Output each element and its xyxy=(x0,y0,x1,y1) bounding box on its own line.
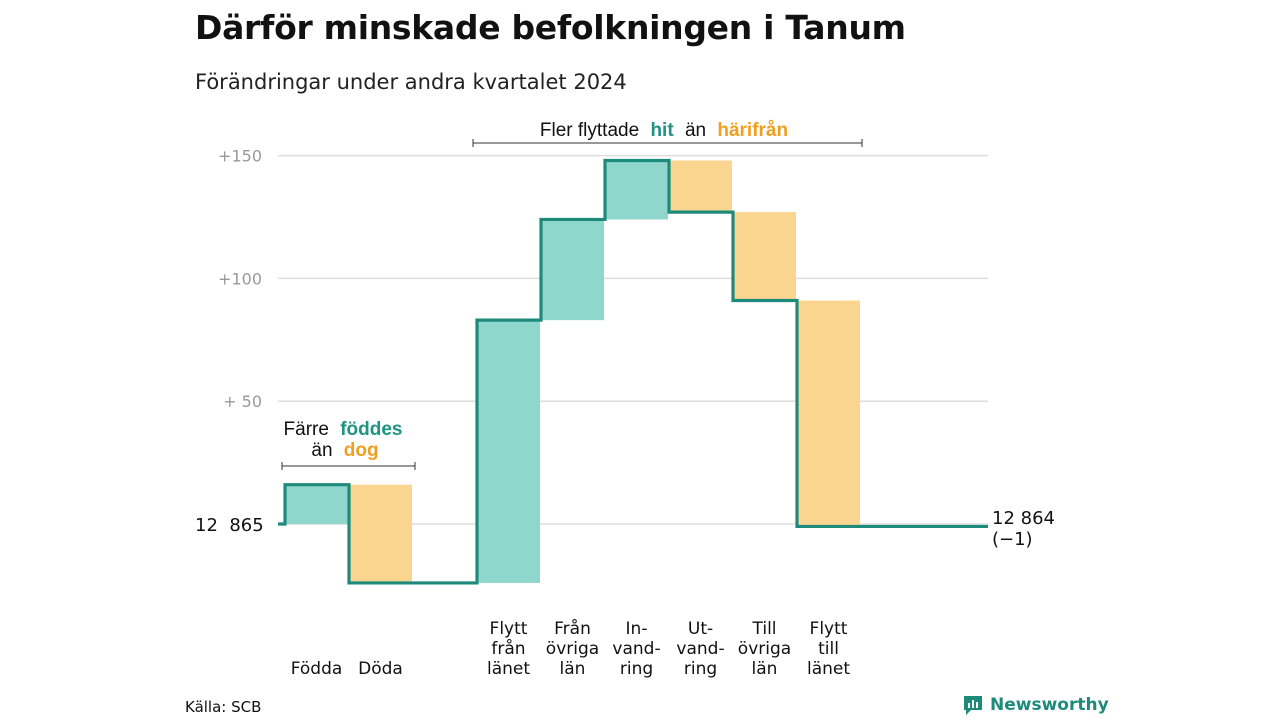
chart-subtitle: Förändringar under andra kvartalet 2024 xyxy=(195,70,627,94)
category-label-invandring: In-vand-ring xyxy=(612,619,660,679)
annotation-left-line1: Färre föddes xyxy=(284,419,403,440)
category-label-flytt_till_lanet: Flytt till länet xyxy=(807,619,850,679)
y-tick-label: + 50 xyxy=(223,392,262,411)
annotation-top-bracket xyxy=(472,139,863,147)
annotation-left-bracket xyxy=(281,462,416,470)
category-label-doda: Döda xyxy=(358,659,403,679)
annotation-left-prefix: Färre xyxy=(284,419,329,440)
source-note: Källa: SCB xyxy=(185,698,262,716)
annotation-top-bold1: hit xyxy=(650,120,674,141)
annotation-top-middle: än xyxy=(685,120,706,141)
category-label-flytt_fran_lanet: Flytt från länet xyxy=(487,619,530,679)
step-line-layer xyxy=(278,158,988,585)
annotation-left-bold2: dog xyxy=(344,440,379,461)
y-tick-label: +150 xyxy=(218,147,262,166)
annotation-top: Fler flyttade hit än härifrån xyxy=(540,120,788,141)
annotation-top-bold2: härifrån xyxy=(717,120,788,141)
category-label-fodda: Födda xyxy=(291,659,343,679)
category-label-utvandring: Ut-vand-ring xyxy=(676,619,724,679)
category-label-till_ovriga_lan: Till övriga län xyxy=(738,619,791,679)
bar-utvandring xyxy=(669,160,732,213)
bar-fodda xyxy=(285,484,348,524)
newsworthy-logo-icon xyxy=(964,696,982,715)
bar-flytt_fran_lanet xyxy=(477,320,540,583)
annotation-layer: Färre föddes än dog Fler flyttade hit än… xyxy=(281,120,863,470)
annotation-left-prefix2: än xyxy=(311,440,332,461)
bar-invandring xyxy=(605,160,668,220)
bar-flytt_till_lanet xyxy=(797,300,860,527)
category-label-fran_ovriga_lan: Från övriga län xyxy=(546,618,599,679)
y-tick-label: +100 xyxy=(218,269,262,288)
cumulative-step-line xyxy=(278,158,988,585)
brand-link[interactable]: Newsworthy xyxy=(962,694,1109,716)
bar-fran_ovriga_lan xyxy=(541,219,604,321)
grid-layer: + 50 +100 +150 xyxy=(218,147,988,525)
label-layer: Födda Döda Flytt från länet Från övriga län In-v… xyxy=(291,618,851,679)
brand-name: Newsworthy xyxy=(990,695,1109,715)
end-population-label: 12 864 xyxy=(992,508,1055,529)
bar-till_ovriga_lan xyxy=(733,212,796,301)
start-population-label: 12 865 xyxy=(195,515,264,536)
annotation-top-prefix: Fler flyttade xyxy=(540,120,639,141)
chart-title: Därför minskade befolkningen i Tanum xyxy=(195,8,906,47)
annotation-left-line2: än dog xyxy=(311,440,378,461)
bar-doda xyxy=(349,484,412,583)
end-change-label: (−1) xyxy=(992,529,1033,550)
bar-layer xyxy=(285,160,860,583)
annotation-left-bold: föddes xyxy=(340,419,402,440)
